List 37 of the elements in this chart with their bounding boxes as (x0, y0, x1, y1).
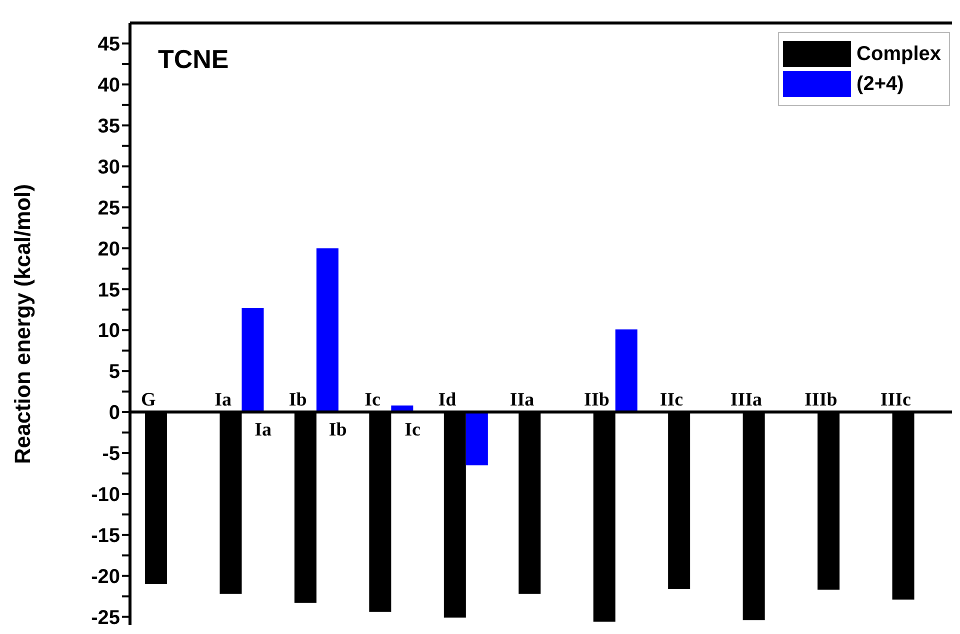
y-axis-title: Reaction energy (kcal/mol) (10, 184, 35, 464)
y-tick-label: 45 (98, 34, 120, 56)
y-tick-label: 35 (98, 115, 120, 138)
x-tick-label: Ia (214, 390, 232, 411)
text: TCNE (158, 44, 229, 75)
x-tick-label: IIb (584, 390, 610, 411)
y-tick-label: 5 (108, 361, 120, 384)
y-tick-label: 40 (98, 74, 120, 97)
x-tick-label: G (140, 390, 156, 411)
y-tick-label: 15 (98, 279, 120, 302)
y-tick-label: 10 (98, 320, 120, 342)
bar (242, 308, 264, 412)
y-tick-label: 20 (98, 238, 120, 260)
x-tick-label: IIIa (730, 390, 763, 411)
x-tick-label: IIIc (880, 390, 911, 411)
y-tick-label: -20 (91, 566, 120, 588)
legend-label: Complex (856, 42, 941, 66)
y-tick-label: -25 (91, 606, 120, 629)
y-tick-label: -5 (102, 443, 120, 466)
bar (316, 248, 338, 412)
x-tick-label: Id (438, 390, 457, 411)
y-tick-label: 30 (98, 156, 120, 178)
annotation: Ib (328, 420, 347, 441)
x-tick-label: Ib (288, 390, 307, 411)
annotation: Ia (254, 420, 272, 441)
x-tick-label: Ic (364, 390, 380, 411)
y-tick-label: -15 (91, 525, 120, 548)
x-tick-label: IIc (660, 390, 684, 411)
bar (466, 412, 488, 466)
bar (615, 329, 638, 412)
legend-label: (2+4) (856, 72, 904, 96)
y-tick-label: -10 (91, 484, 120, 506)
y-tick-label: 0 (108, 402, 120, 424)
x-tick-label: IIa (510, 390, 535, 411)
x-tick-label: IIIb (804, 390, 838, 411)
annotation: Ic (404, 420, 420, 441)
y-tick-label: 25 (98, 197, 120, 220)
